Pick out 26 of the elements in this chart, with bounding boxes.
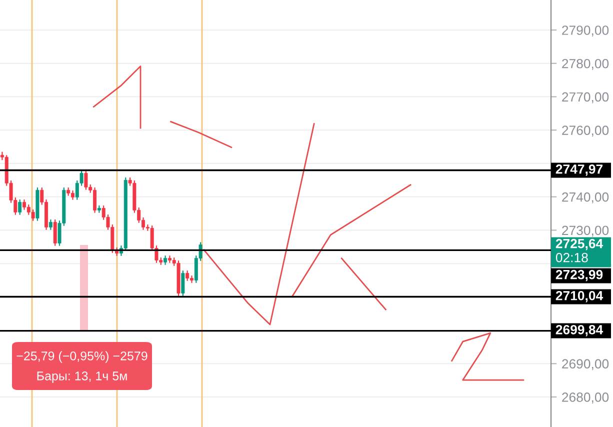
y-tick-label: 2760,00 bbox=[562, 126, 609, 137]
candlestick bbox=[190, 274, 194, 284]
candlestick bbox=[48, 218, 52, 230]
text: 02:18 bbox=[556, 252, 588, 262]
annotation: Бары: 13, 1ч 5м bbox=[37, 372, 127, 383]
y-tick-label: 2680,00 bbox=[562, 392, 609, 404]
candlestick bbox=[181, 270, 185, 296]
y-tick-label: 2780,00 bbox=[562, 58, 609, 70]
candlestick bbox=[84, 170, 88, 190]
ref-line-label: 2723,99 bbox=[556, 270, 603, 282]
y-tick-label: 2690,00 bbox=[562, 359, 609, 370]
candlestick bbox=[164, 254, 168, 266]
y-tick-label: 2790,00 bbox=[562, 26, 609, 36]
ref-line-label: 2747,97 bbox=[556, 164, 603, 176]
y-tick-label: 2770,00 bbox=[562, 92, 609, 104]
ref-line-label: 2699,84 bbox=[556, 324, 604, 336]
candlestick bbox=[18, 198, 22, 216]
y-tick-label: 2740,00 bbox=[562, 192, 609, 204]
candlestick bbox=[53, 218, 57, 246]
ref-line-label: 2710,04 bbox=[556, 290, 604, 302]
annotation: −25,79 (−0,95%) −2579 bbox=[16, 351, 148, 363]
candlestick bbox=[186, 270, 190, 282]
candlestick bbox=[31, 208, 35, 222]
candlestick bbox=[70, 190, 74, 200]
text: 2725,64 bbox=[556, 238, 604, 250]
y-tick-label: 2730,00 bbox=[562, 226, 609, 237]
